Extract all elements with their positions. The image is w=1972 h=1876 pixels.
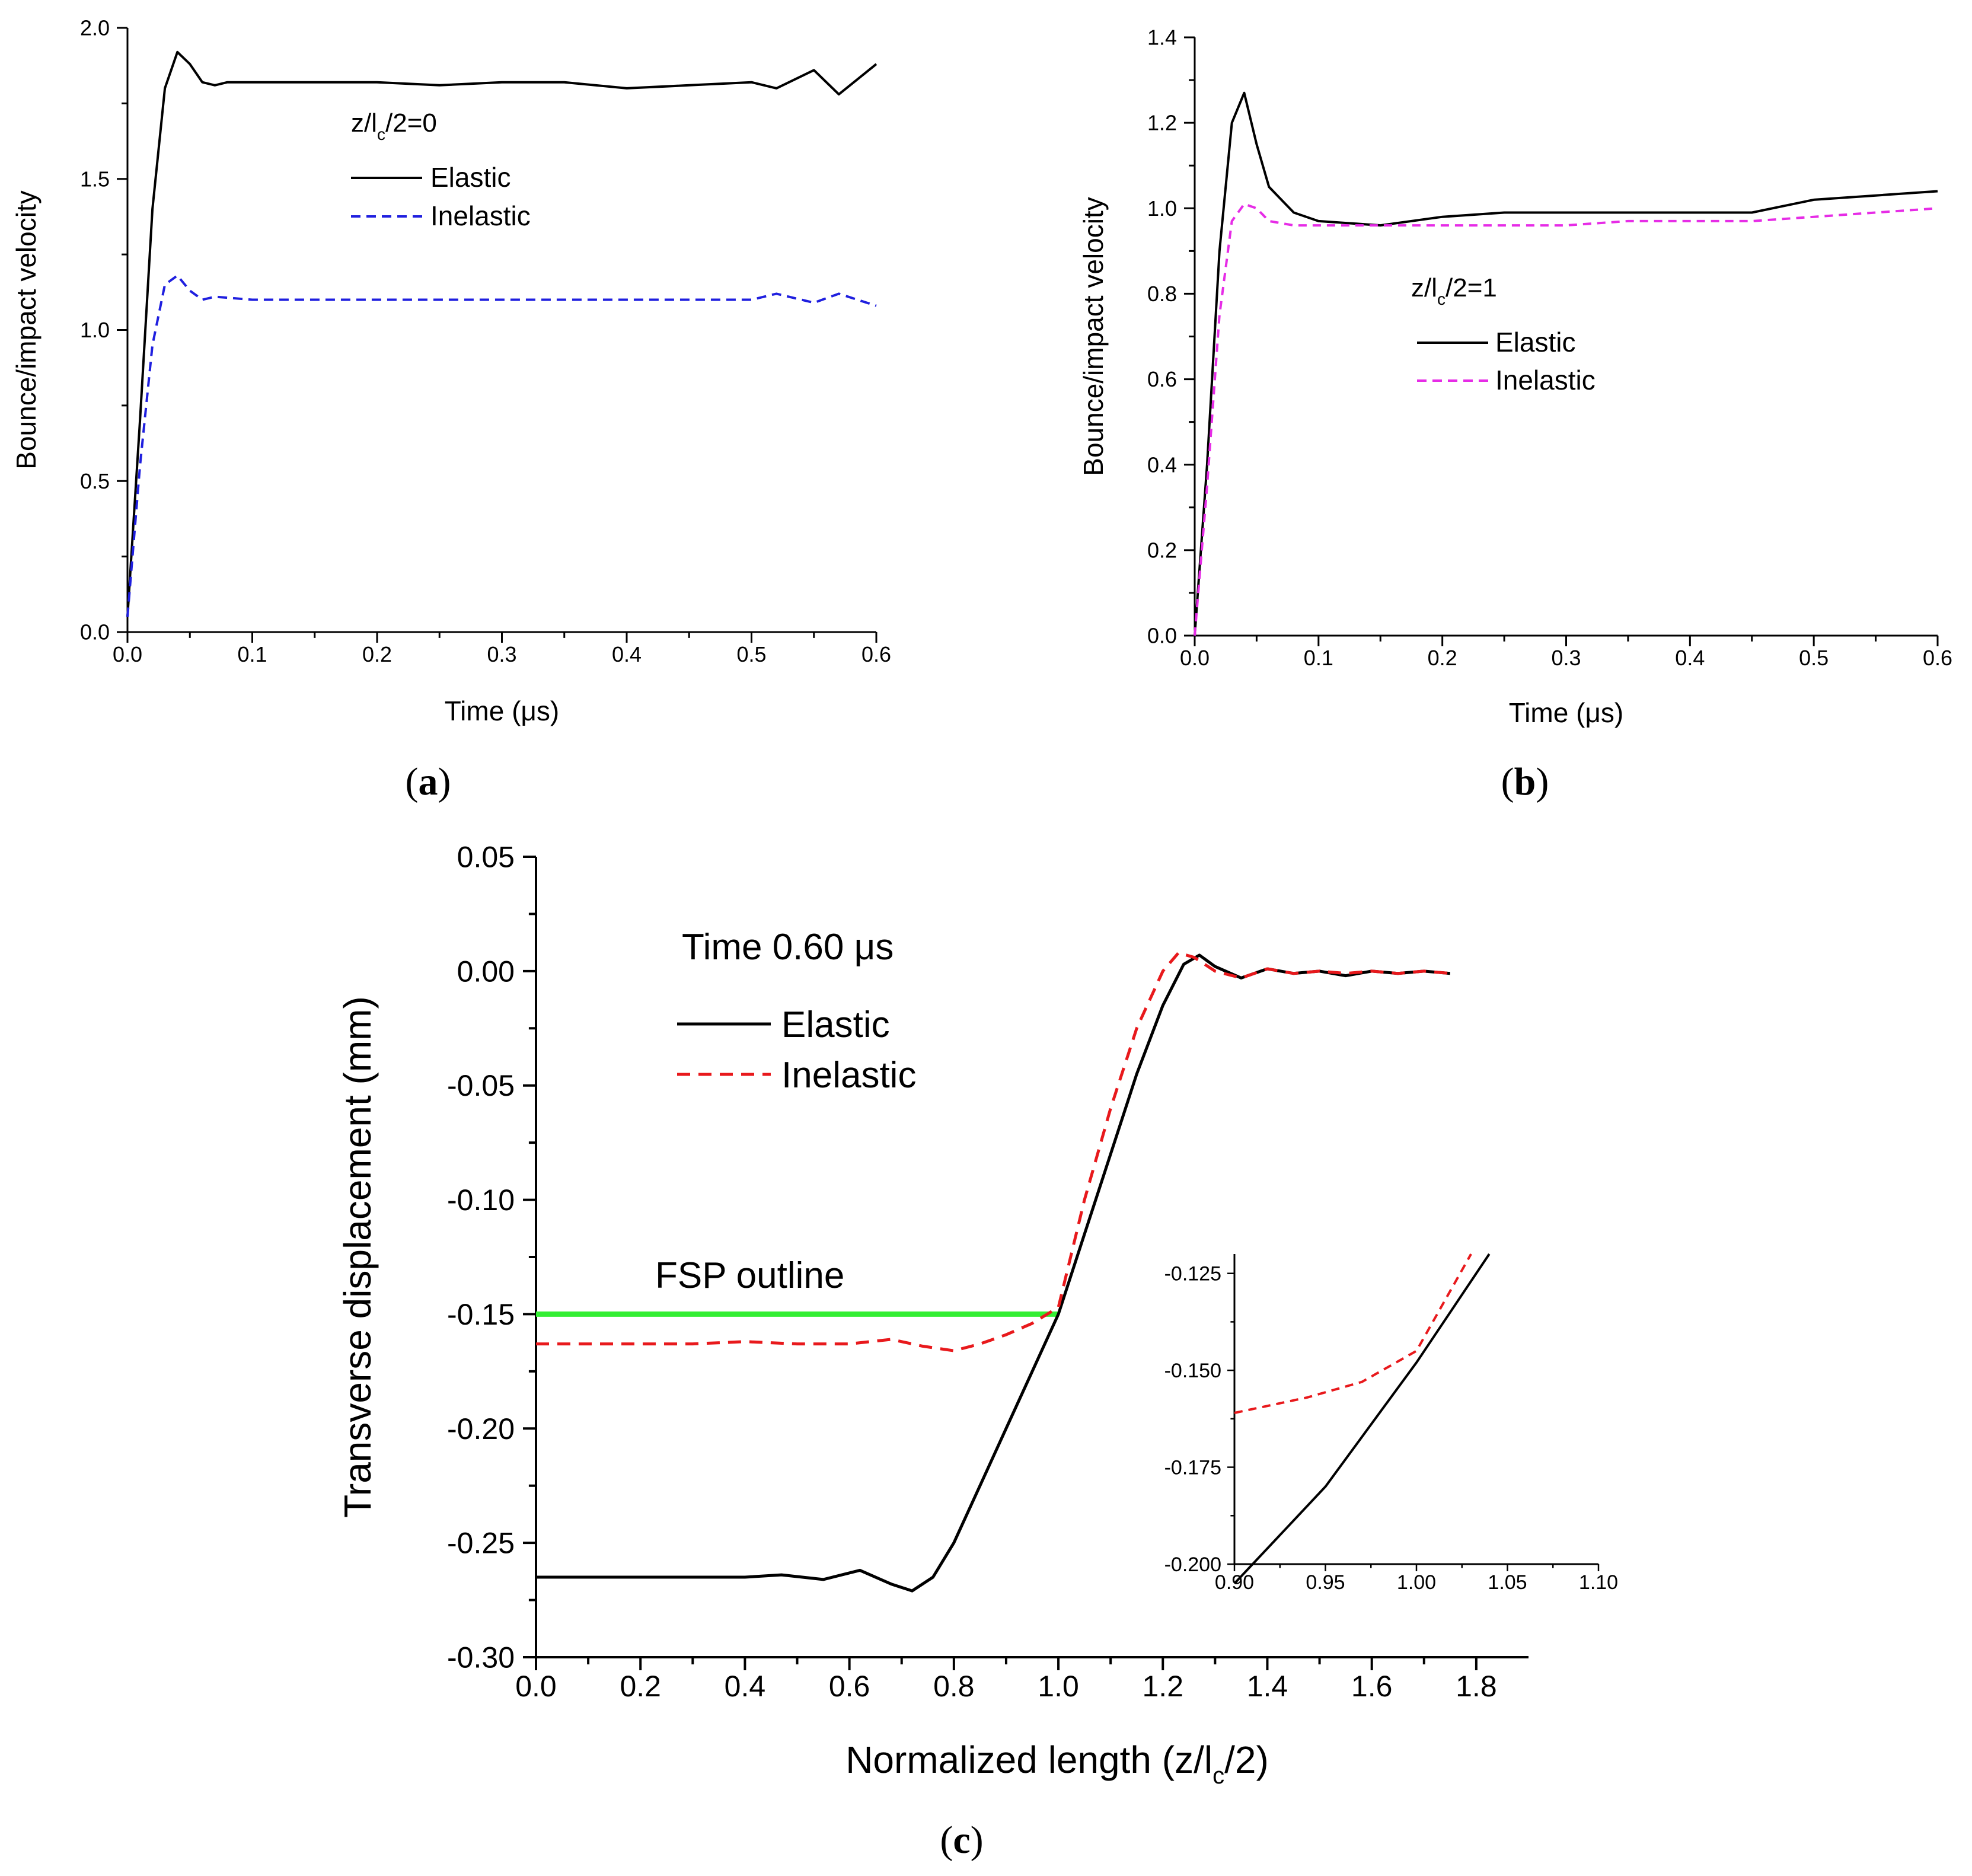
panel-b-series-elastic-line <box>1194 91 1938 636</box>
panel-c-label: (c) <box>940 1818 983 1862</box>
panel-a-legend-inelastic-label: Inelastic <box>430 200 531 231</box>
panel-c-x-tick-label: 1.8 <box>1456 1670 1497 1703</box>
panel-b-x-tick-label: 0.4 <box>1675 646 1705 670</box>
panel-c-y-tick-label: -0.20 <box>447 1412 515 1446</box>
panel-b-x-axis-title: Time (μs) <box>1509 697 1623 728</box>
panel-b-x-tick-label: 0.5 <box>1799 646 1829 670</box>
panel-b-x-tick-label: 0.0 <box>1180 646 1210 670</box>
panel-a-series-inelastic-line <box>126 274 877 617</box>
panel-b-chart: 0.0 0.1 0.2 0.3 0.4 0.5 0.6 0.0 0.2 0.4 0.6 0.8 1.0 1… <box>1078 25 1952 803</box>
panel-b-y-tick-label: 0.4 <box>1147 452 1177 477</box>
panel-b-y-tick-label: 1.2 <box>1147 111 1177 135</box>
panel-b-x-tick-label: 0.3 <box>1551 646 1581 670</box>
panel-c-x-tick-label: 0.0 <box>515 1670 557 1703</box>
panel-a-series-elastic-line <box>126 50 877 617</box>
panel-a-x-tick-label: 0.0 <box>113 642 142 666</box>
panel-c-x-tick-label: 0.6 <box>829 1670 870 1703</box>
panel-a-x-tick-label: 0.5 <box>736 642 766 666</box>
panel-c-x-tick-label: 1.2 <box>1143 1670 1184 1703</box>
panel-c-y-axis-title: Transverse displacement (mm) <box>336 996 379 1518</box>
panel-c-inset-x-tick-label: 1.05 <box>1488 1571 1527 1594</box>
panel-b-y-tick-label: 0.6 <box>1147 367 1177 391</box>
panel-a-x-axis-title: Time (μs) <box>445 695 559 726</box>
panel-c-x-tick-label: 0.4 <box>725 1670 766 1703</box>
panel-c-inset-y-tick-label: -0.175 <box>1164 1456 1221 1479</box>
panel-c-inset-x-tick-label: 0.95 <box>1306 1571 1345 1594</box>
panel-c-inset-y-tick-label: -0.150 <box>1164 1360 1221 1382</box>
panel-c-y-tick-label: 0.05 <box>457 841 515 874</box>
panel-a-legend-title: z/lc/2=0 <box>351 109 437 143</box>
panel-c-fsp-annotation: FSP outline <box>655 1255 844 1296</box>
panel-c-y-tick-label: -0.15 <box>447 1298 515 1331</box>
panel-b-y-tick-label: 0.2 <box>1147 538 1177 562</box>
panel-c-x-tick-label: 1.4 <box>1247 1670 1288 1703</box>
panel-c-inset-y-tick-label: -0.200 <box>1164 1553 1221 1576</box>
panel-a-legend-elastic-label: Elastic <box>430 162 510 193</box>
panel-a-y-tick-label: 2.0 <box>80 16 110 40</box>
panel-c-legend-elastic-label: Elastic <box>781 1004 890 1045</box>
panel-c-x-tick-label: 0.2 <box>620 1670 661 1703</box>
panel-a-chart: 0.0 0.1 0.2 0.3 0.4 0.5 0.6 0.0 0.5 1.0 1.5 2.0 Time… <box>11 16 891 803</box>
panel-a-x-tick-label: 0.1 <box>237 642 267 666</box>
panel-c-inset-series-inelastic-line <box>1234 1253 1472 1414</box>
panel-a-y-tick-label: 0.5 <box>80 469 110 493</box>
panel-b-legend-inelastic-label: Inelastic <box>1495 365 1596 395</box>
panel-c-y-tick-label: -0.10 <box>447 1183 515 1217</box>
panel-c-x-axis-title: Normalized length (z/lc/2) <box>845 1738 1269 1789</box>
panel-a-label: (a) <box>406 760 451 803</box>
panel-b-x-tick-label: 0.2 <box>1428 646 1457 670</box>
panel-b-y-tick-label: 1.0 <box>1147 196 1177 221</box>
panel-a-x-tick-label: 0.6 <box>861 642 891 666</box>
panel-c-series-inelastic-line <box>536 951 1451 1352</box>
panel-c-inset-series-elastic-line <box>1233 1253 1491 1585</box>
panel-c-x-tick-label: 0.8 <box>933 1670 975 1703</box>
panel-b-legend-title: z/lc/2=1 <box>1411 273 1497 308</box>
panel-b-x-tick-label: 0.1 <box>1304 646 1333 670</box>
panel-a-x-tick-label: 0.4 <box>612 642 642 666</box>
panel-c-inset-x-tick-label: 1.00 <box>1397 1571 1436 1594</box>
panel-b-y-tick-label: 0.0 <box>1147 624 1177 648</box>
panel-b-y-tick-label: 1.4 <box>1147 25 1177 50</box>
panel-c-y-tick-label: 0.00 <box>457 955 515 988</box>
panel-b-label: (b) <box>1501 760 1549 803</box>
panel-b-y-axis-title: Bounce/impact velocity <box>1078 197 1109 476</box>
panel-a-y-tick-label: 0.0 <box>80 620 110 645</box>
panel-a-y-tick-label: 1.5 <box>80 167 110 191</box>
panel-c-inset-y-tick-label: -0.125 <box>1164 1263 1221 1285</box>
panel-b-legend-elastic-label: Elastic <box>1495 327 1575 358</box>
panel-c-y-tick-label: -0.25 <box>447 1527 515 1560</box>
panel-a-y-tick-label: 1.0 <box>80 318 110 342</box>
panel-a-y-axis-title: Bounce/impact velocity <box>11 190 42 469</box>
panel-c-chart: 0.0 0.2 0.4 0.6 0.8 1.0 1.2 1.4 1.6 1.8 -0.30 -0.25… <box>336 841 1618 1862</box>
panel-c-x-tick-label: 1.0 <box>1038 1670 1079 1703</box>
panel-c-time-annotation: Time 0.60 μs <box>682 927 894 968</box>
panel-c-legend-inelastic-label: Inelastic <box>781 1055 916 1096</box>
panel-b-series-inelastic-line <box>1194 203 1938 636</box>
panel-b-x-tick-label: 0.6 <box>1923 646 1952 670</box>
panel-a-x-tick-label: 0.3 <box>487 642 516 666</box>
panel-c-inset-x-tick-label: 1.10 <box>1579 1571 1618 1594</box>
panel-a-x-tick-label: 0.2 <box>362 642 392 666</box>
panel-c-x-tick-label: 1.6 <box>1351 1670 1393 1703</box>
panel-b-y-tick-label: 0.8 <box>1147 282 1177 306</box>
panel-c-y-tick-label: -0.30 <box>447 1641 515 1674</box>
panel-c-y-tick-label: -0.05 <box>447 1069 515 1102</box>
